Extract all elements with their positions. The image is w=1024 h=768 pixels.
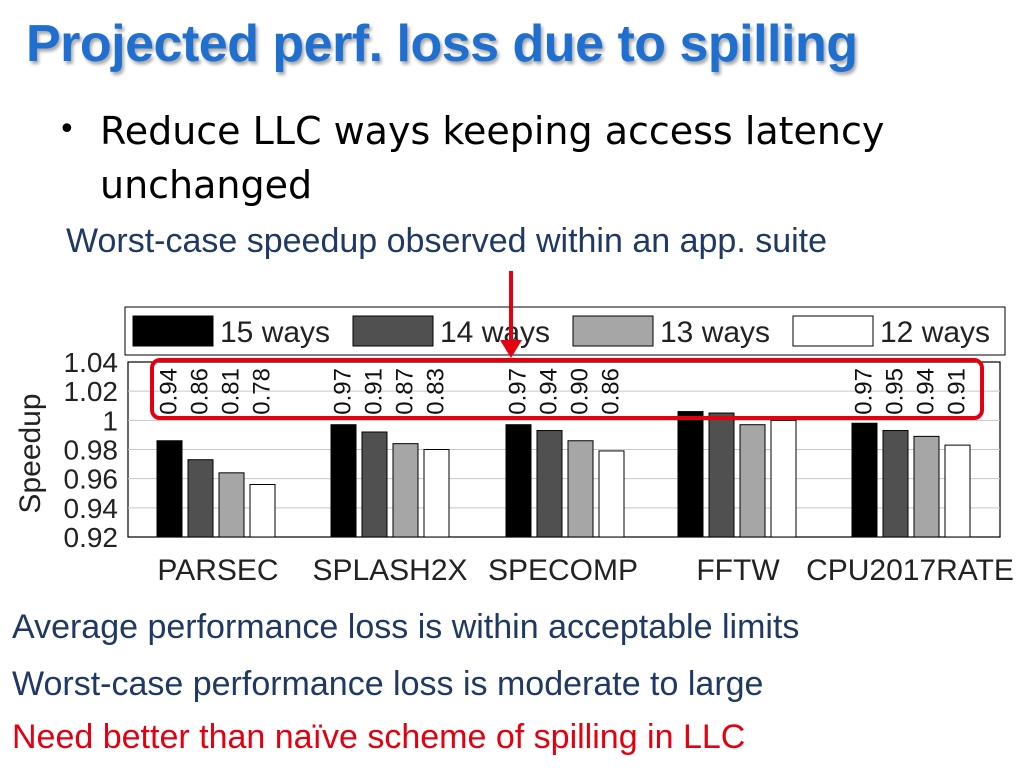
y-tick-label: 1.04	[64, 347, 119, 378]
slide-title: Projected perf. loss due to spilling	[26, 15, 858, 73]
worst-case-value-label: 0.86	[598, 368, 625, 415]
x-category-label: SPECOMP	[488, 554, 638, 587]
worst-case-value-label: 0.91	[361, 368, 388, 415]
bar	[567, 440, 594, 538]
worst-case-value-label: 0.94	[913, 368, 940, 415]
annotation-arrow-head-icon	[500, 340, 522, 358]
y-tick-label: 1	[102, 405, 118, 436]
bar	[770, 419, 797, 538]
bar	[882, 430, 909, 538]
bar	[505, 424, 532, 538]
y-axis-label: Speedup	[14, 393, 47, 513]
worst-case-note: Worst-case speedup observed within an ap…	[66, 222, 828, 260]
bar	[944, 444, 971, 538]
bar	[913, 435, 940, 538]
y-tick-label: 0.92	[64, 522, 119, 553]
worst-case-value-label: 0.83	[423, 368, 450, 415]
worst-case-value-label: 0.81	[218, 368, 245, 415]
worst-case-highlight-box	[150, 358, 984, 420]
bullet-dot-icon: •	[58, 112, 76, 147]
worst-case-value-label: 0.91	[944, 368, 971, 415]
worst-case-value-label: 0.97	[851, 368, 878, 415]
bullet-text: Reduce LLC ways keeping access latency u…	[100, 109, 885, 207]
y-tick-label: 0.94	[64, 493, 119, 524]
worst-case-value-label: 0.97	[330, 368, 357, 415]
bar	[708, 412, 735, 538]
footer-line-worst-case: Worst-case performance loss is moderate …	[12, 665, 764, 703]
legend-label: 12 ways	[880, 316, 990, 349]
bar	[187, 459, 214, 538]
worst-case-value-label: 0.78	[249, 368, 276, 415]
bar	[598, 450, 625, 538]
footer-line-average: Average performance loss is within accep…	[12, 608, 800, 646]
bar	[392, 443, 419, 538]
bar	[156, 440, 183, 538]
x-category-label: PARSEC	[157, 554, 278, 587]
bar	[851, 422, 878, 538]
worst-case-value-label: 0.86	[187, 368, 214, 415]
x-category-label: SPLASH2X	[312, 554, 467, 587]
worst-case-value-label: 0.87	[392, 368, 419, 415]
bar	[249, 484, 276, 538]
bar	[739, 424, 766, 538]
legend-label: 15 ways	[220, 316, 330, 349]
worst-case-value-label: 0.94	[156, 368, 183, 415]
legend-swatch	[572, 315, 654, 347]
bar	[536, 430, 563, 538]
x-category-label: CPU2017RATE	[806, 554, 1014, 587]
bar	[423, 449, 450, 538]
worst-case-value-label: 0.94	[536, 368, 563, 415]
legend-swatch	[792, 315, 874, 347]
y-tick-label: 0.96	[64, 464, 119, 495]
y-tick-label: 0.98	[64, 435, 119, 466]
legend-swatch	[352, 315, 434, 347]
y-tick-label: 1.02	[64, 376, 119, 407]
legend-swatch	[132, 315, 214, 347]
bar	[677, 411, 704, 538]
footer-line-conclusion: Need better than naïve scheme of spillin…	[12, 718, 746, 756]
bullet-item: • Reduce LLC ways keeping access latency…	[58, 104, 958, 212]
legend-label: 14 ways	[440, 316, 550, 349]
worst-case-value-label: 0.97	[505, 368, 532, 415]
x-category-label: FFTW	[696, 554, 780, 587]
bar	[361, 431, 388, 538]
bar	[218, 472, 245, 538]
legend-label: 13 ways	[660, 316, 770, 349]
worst-case-value-label: 0.90	[567, 368, 594, 415]
worst-case-value-label: 0.95	[882, 368, 909, 415]
bar	[330, 424, 357, 538]
